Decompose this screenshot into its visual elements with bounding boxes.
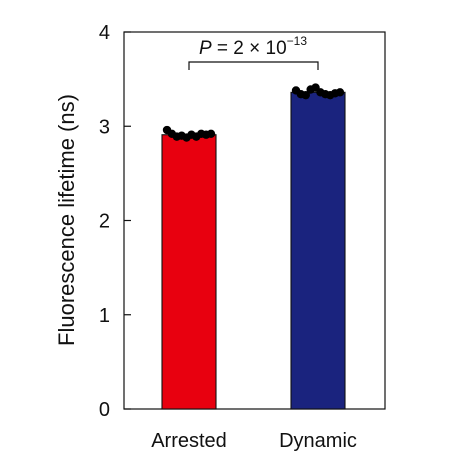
- bar-arrested: [161, 134, 217, 410]
- data-point: [206, 129, 216, 138]
- bars: [161, 90, 346, 410]
- y-tick-label: 4: [99, 22, 110, 44]
- y-tick-label: 0: [99, 399, 110, 421]
- p-value-label: P = 2 × 10−13: [199, 34, 307, 59]
- y-axis-label: Fluorescence lifetime (ns): [54, 94, 79, 346]
- p-value-exponent: −13: [287, 34, 308, 48]
- data-point: [301, 90, 310, 100]
- y-axis-ticks: 0 1 2 3 4: [99, 22, 131, 421]
- x-tick-label: Arrested: [151, 430, 227, 452]
- data-points: [162, 83, 345, 142]
- significance-bracket: [188, 61, 319, 70]
- y-tick-label: 2: [99, 211, 110, 233]
- x-tick-label: Dynamic: [279, 430, 357, 452]
- p-value-symbol: P: [199, 38, 212, 59]
- bar-dynamic: [290, 91, 346, 410]
- significance-annotation: P = 2 × 10−13: [188, 34, 319, 70]
- x-axis-labels: Arrested Dynamic: [151, 430, 357, 452]
- y-tick-label: 1: [99, 305, 110, 327]
- data-point: [335, 88, 345, 97]
- y-tick-label: 3: [99, 116, 110, 138]
- p-value-text: = 2 × 10: [212, 38, 287, 59]
